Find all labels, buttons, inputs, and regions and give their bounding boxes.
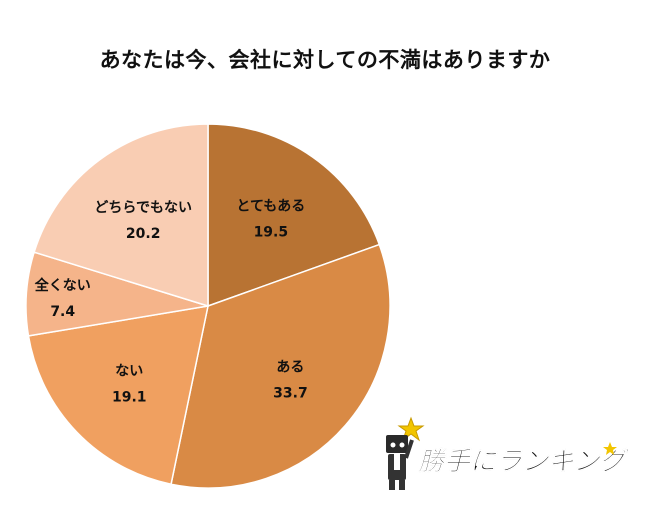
pie-slice-3 bbox=[27, 305, 209, 486]
slice-value-3: 19.1 bbox=[112, 390, 147, 406]
star-icon bbox=[397, 416, 425, 442]
slice-label-1: とてもある bbox=[236, 199, 305, 215]
slice-label-2: ある bbox=[276, 360, 304, 376]
pie-slice-1 bbox=[207, 123, 381, 308]
slice-value-4: 7.4 bbox=[50, 304, 75, 320]
pie-slice-5 bbox=[33, 123, 209, 308]
pie-slice-2 bbox=[170, 243, 391, 489]
chart-title: あなたは今、会社に対しての不満はありますか bbox=[99, 48, 551, 72]
slice-label-3: ない bbox=[115, 364, 143, 380]
slice-value-2: 33.7 bbox=[273, 386, 308, 402]
sparkle-icon bbox=[603, 442, 617, 455]
slice-value-1: 19.5 bbox=[254, 225, 289, 241]
slice-label-5: どちらでもない bbox=[94, 200, 192, 216]
svg-text:勝手にランキング: 勝手にランキング bbox=[418, 447, 628, 477]
slice-label-4: 全くない bbox=[34, 277, 91, 294]
mascot-icon bbox=[386, 435, 414, 490]
slice-value-5: 20.2 bbox=[126, 226, 161, 242]
logo-wordmark: 勝手にランキング bbox=[418, 447, 628, 478]
brand-logo: 勝手にランキング bbox=[386, 416, 628, 490]
